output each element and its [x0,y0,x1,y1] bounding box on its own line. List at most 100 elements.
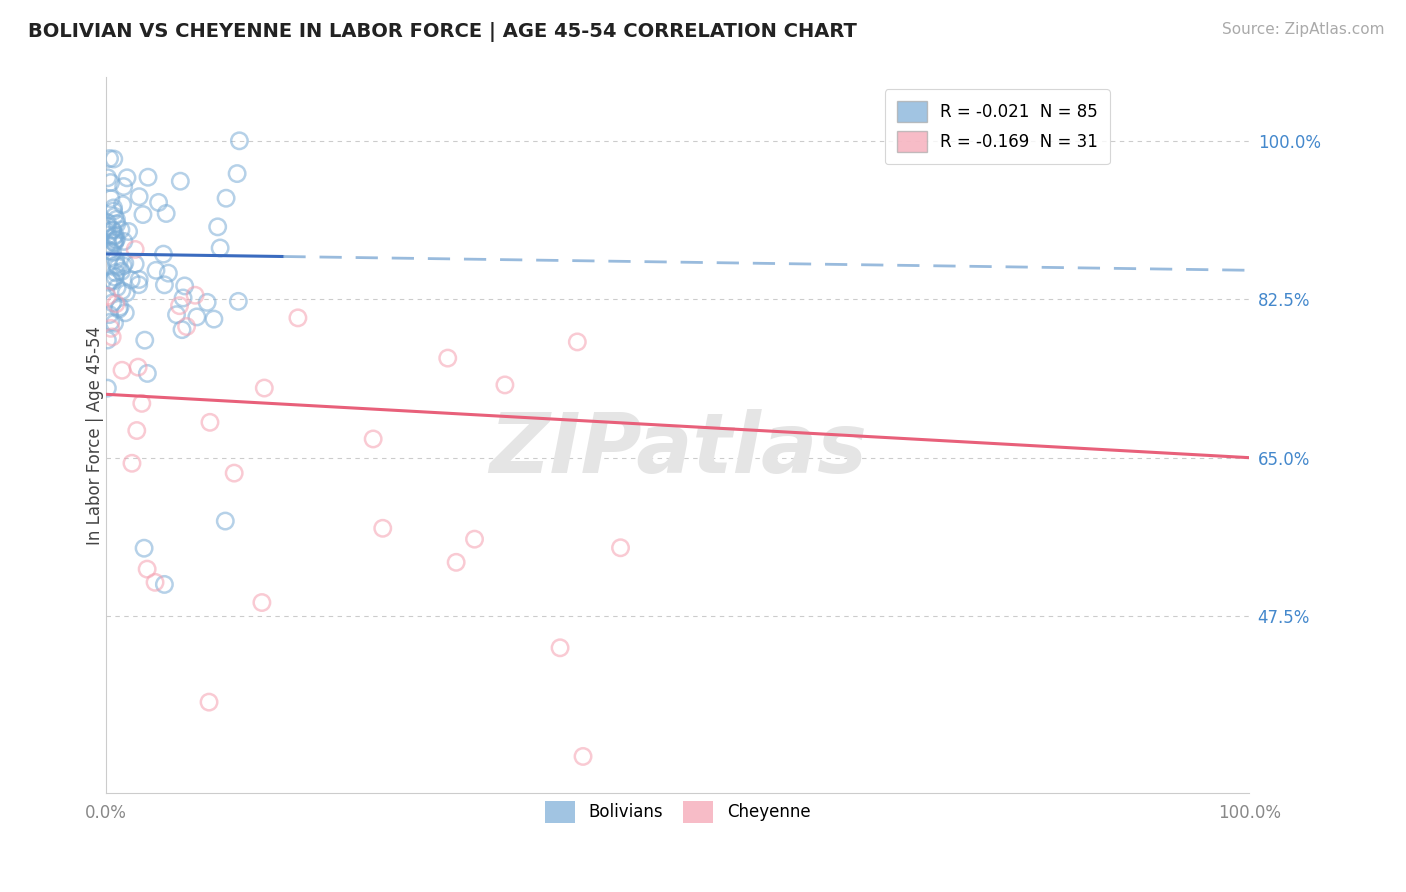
Point [153,577,176,591]
Point [101,296,124,310]
Point [567,334,589,349]
Point [98,308,121,322]
Point [96,216,118,230]
Point [128,190,150,204]
Point [464,532,486,546]
Point [101,245,124,260]
Point [96,381,118,395]
Point [105,232,128,246]
Point [131,396,153,410]
Point [98,275,121,289]
Point [224,466,246,480]
Point [103,316,125,330]
Point [198,415,221,429]
Point [152,247,174,261]
Point [108,300,131,314]
Point [107,260,129,275]
Point [104,233,127,247]
Point [105,280,128,294]
Point [114,306,136,320]
Point [101,223,124,237]
Point [157,266,180,280]
Point [104,266,127,280]
Point [103,152,125,166]
Point [124,257,146,271]
Point [155,206,177,220]
Legend: Bolivians, Cheyenne: Bolivians, Cheyenne [534,789,823,834]
Point [444,555,467,569]
Point [132,208,155,222]
Point [103,201,125,215]
Point [145,263,167,277]
Point [96,219,118,233]
Point [103,204,125,219]
Text: BOLIVIAN VS CHEYENNE IN LABOR FORCE | AGE 45-54 CORRELATION CHART: BOLIVIAN VS CHEYENNE IN LABOR FORCE | AG… [28,22,858,42]
Point [148,195,170,210]
Point [103,210,125,224]
Point [97,170,120,185]
Point [195,295,218,310]
Point [143,575,166,590]
Point [97,228,120,243]
Point [112,179,135,194]
Point [166,308,188,322]
Point [103,235,125,249]
Point [110,264,132,278]
Text: ZIPatlas: ZIPatlas [489,409,866,490]
Point [609,541,631,555]
Point [100,176,122,190]
Point [112,259,135,273]
Point [186,310,208,324]
Point [134,333,156,347]
Point [136,170,159,185]
Point [101,223,124,237]
Text: Source: ZipAtlas.com: Source: ZipAtlas.com [1222,22,1385,37]
Point [98,152,121,166]
Point [172,291,194,305]
Point [209,241,232,255]
Point [287,310,309,325]
Point [117,225,139,239]
Point [110,223,132,237]
Point [108,302,131,317]
Point [115,170,138,185]
Point [105,217,128,231]
Point [96,236,118,251]
Point [228,294,250,309]
Point [228,134,250,148]
Point [96,333,118,347]
Point [104,236,127,251]
Point [173,279,195,293]
Point [207,219,229,234]
Point [100,273,122,287]
Point [98,244,121,258]
Point [136,562,159,576]
Point [104,252,127,267]
Point [215,191,238,205]
Point [96,289,118,303]
Point [105,258,128,272]
Point [572,749,595,764]
Point [132,541,155,556]
Point [111,363,134,377]
Point [128,272,150,286]
Point [101,274,124,288]
Point [100,315,122,329]
Point [101,330,124,344]
Point [169,174,191,188]
Point [127,360,149,375]
Point [226,167,249,181]
Point [361,432,384,446]
Point [120,273,142,287]
Point [124,243,146,257]
Point [100,192,122,206]
Point [114,256,136,270]
Point [104,270,127,285]
Point [121,456,143,470]
Point [115,285,138,300]
Point [128,277,150,292]
Point [125,424,148,438]
Point [548,640,571,655]
Point [105,212,128,227]
Point [111,284,134,298]
